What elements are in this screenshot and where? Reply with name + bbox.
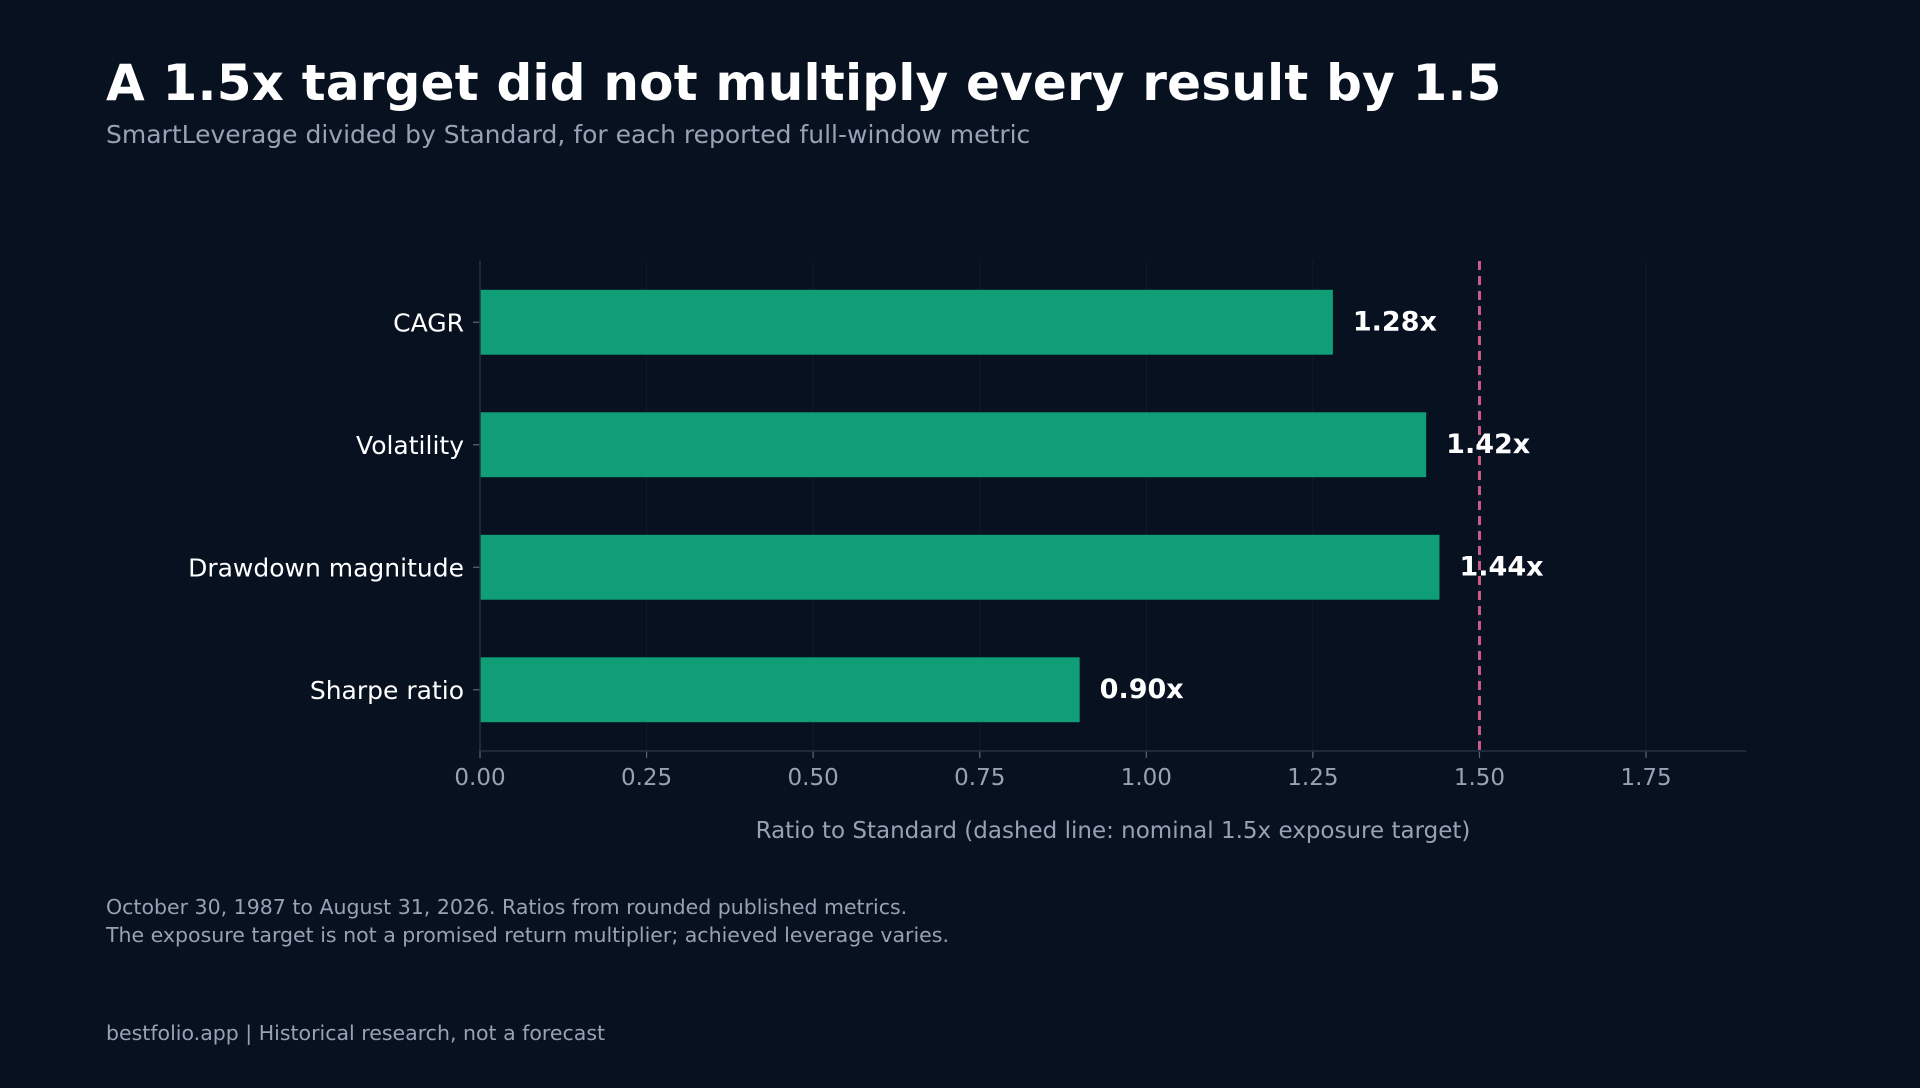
footer-text: bestfolio.app | Historical research, not…	[106, 1021, 606, 1045]
category-label: Volatility	[356, 431, 464, 460]
x-tick-label: 1.25	[1287, 765, 1338, 791]
x-axis-title: Ratio to Standard (dashed line: nominal …	[756, 818, 1471, 844]
category-label: Drawdown magnitude	[188, 553, 464, 582]
bar	[480, 412, 1427, 478]
value-label: 1.28x	[1353, 306, 1437, 337]
x-tick-label: 1.00	[1121, 765, 1172, 791]
bar	[480, 534, 1440, 600]
x-tick-label: 0.75	[954, 765, 1005, 791]
x-tick-label: 1.75	[1620, 765, 1671, 791]
chart-subtitle: SmartLeverage divided by Standard, for e…	[106, 120, 1031, 149]
bars	[480, 289, 1440, 723]
value-label: 1.42x	[1446, 429, 1530, 460]
x-tick-label: 0.25	[621, 765, 672, 791]
category-label: CAGR	[393, 308, 464, 337]
x-tick-label: 0.00	[454, 765, 505, 791]
value-label: 1.44x	[1459, 551, 1543, 582]
note-line-1: October 30, 1987 to August 31, 2026. Rat…	[106, 895, 908, 919]
bar	[480, 657, 1080, 723]
axes	[473, 261, 1746, 758]
value-label: 0.90x	[1100, 674, 1184, 705]
chart-title: A 1.5x target did not multiply every res…	[106, 54, 1502, 112]
note-line-2: The exposure target is not a promised re…	[106, 923, 949, 947]
bar	[480, 289, 1333, 355]
category-label: Sharpe ratio	[310, 676, 464, 705]
x-tick-label: 1.50	[1454, 765, 1505, 791]
x-tick-label: 0.50	[788, 765, 839, 791]
labels: 0.00 0.25 0.50 0.75 1.00 1.25 1.50 1.75 CAGR 1.28…	[188, 306, 1672, 791]
